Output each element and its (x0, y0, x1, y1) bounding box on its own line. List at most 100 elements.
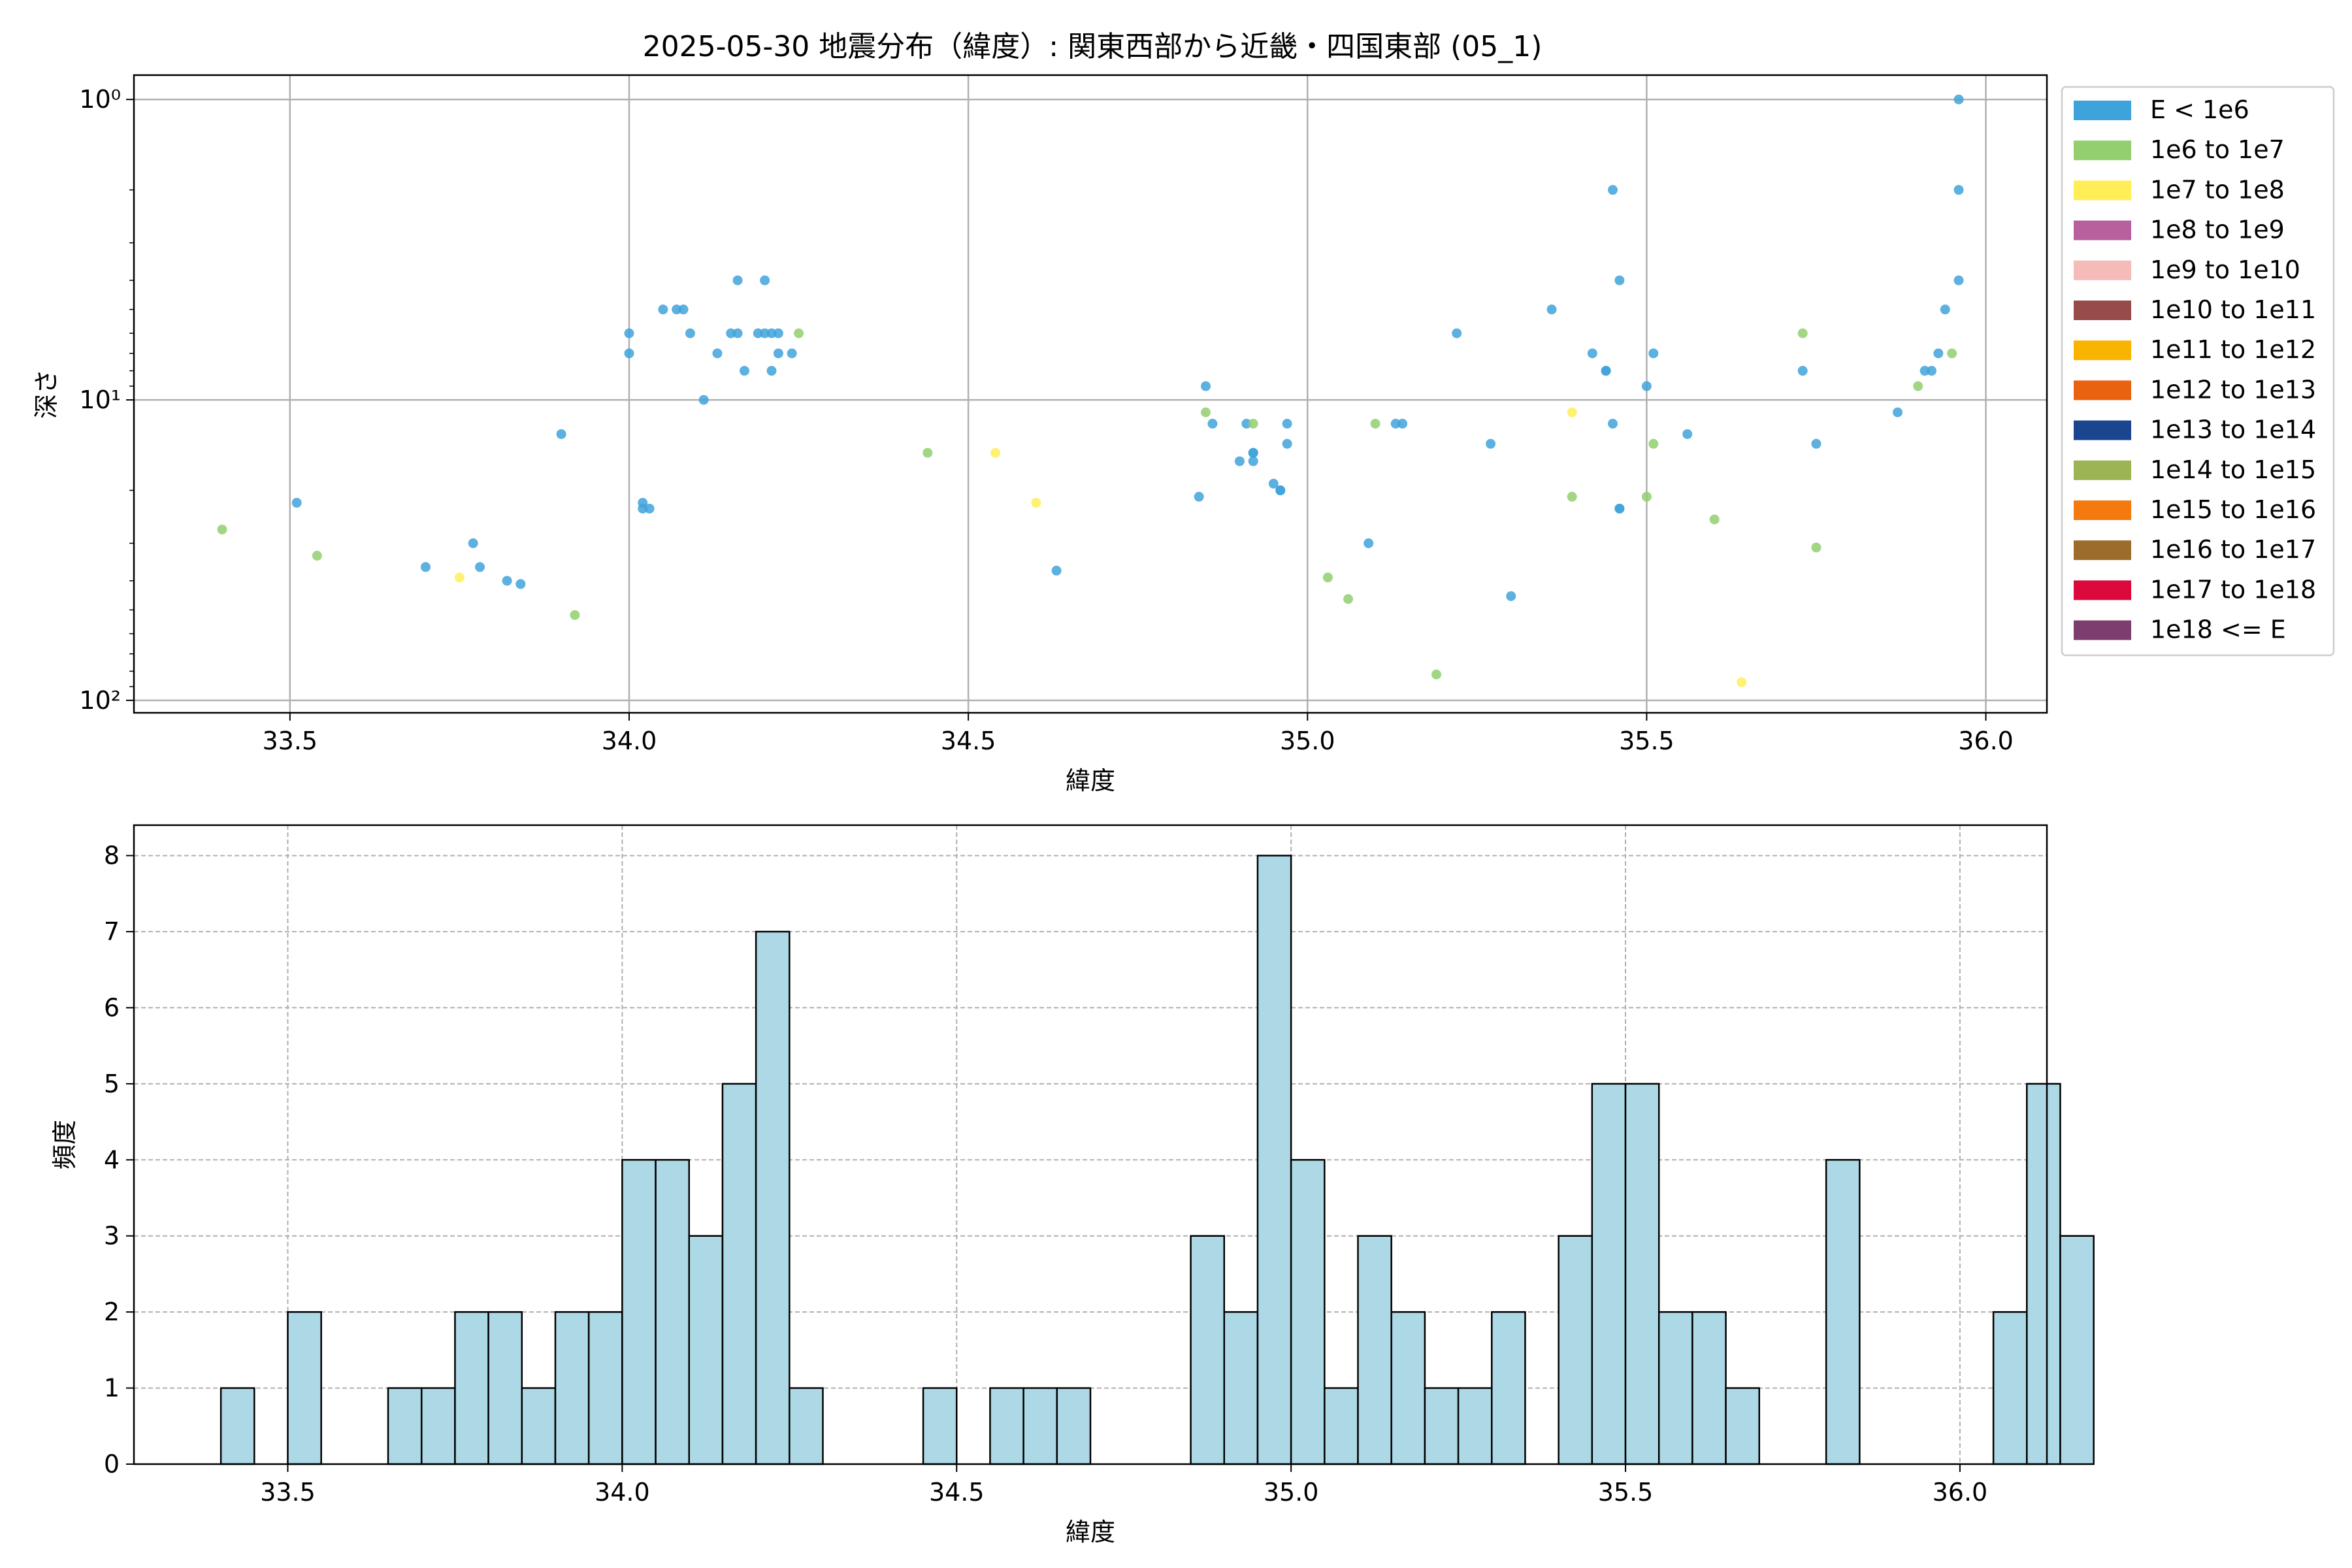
scatter-point (990, 448, 1001, 458)
scatter-point (1607, 185, 1618, 195)
histogram-bar (922, 1387, 958, 1465)
histogram-x-tick-label: 33.5 (260, 1478, 316, 1507)
scatter-point (1641, 491, 1652, 502)
histogram-bar (1457, 1387, 1493, 1465)
scatter-point (1893, 407, 1903, 417)
histogram-bar (420, 1387, 456, 1465)
legend-label: 1e18 <= E (2150, 615, 2286, 644)
scatter-point (454, 572, 465, 583)
scatter-point (1234, 456, 1245, 466)
scatter-y-label: 深さ (32, 369, 61, 419)
histogram-bar (1190, 1235, 1226, 1465)
scatter-x-ticks: 33.5 34.0 34.5 35.0 35.5 36.0 (263, 713, 2014, 755)
scatter-point (1709, 514, 1720, 525)
scatter-point (712, 348, 723, 359)
scatter-point (760, 328, 770, 338)
legend-swatch (2074, 460, 2131, 480)
histogram-y-label: 頻度 (50, 1120, 79, 1169)
histogram-x-tick-label: 36.0 (1933, 1478, 1988, 1507)
histogram-y-tick-label: 6 (104, 993, 120, 1022)
legend-swatch (2074, 340, 2131, 361)
histogram-x-tick-label: 35.0 (1264, 1478, 1319, 1507)
scatter-point (1390, 419, 1401, 429)
histogram-bar (1691, 1311, 1727, 1465)
scatter-point (502, 576, 512, 586)
scatter-point (1682, 429, 1693, 439)
histogram-chart: 33.5 34.0 34.5 35.0 35.5 36.0 0 1 2 3 4 5 6 7 8 緯度 頻度 (50, 824, 2095, 1546)
scatter-point (291, 498, 302, 508)
scatter-point (1811, 438, 1821, 449)
scatter-point (1940, 304, 1950, 315)
scatter-point (1201, 407, 1211, 417)
scatter-point (732, 328, 743, 338)
scatter-point (1953, 275, 1964, 286)
scatter-point (1953, 94, 1964, 105)
legend-label: 1e13 to 1e14 (2150, 416, 2316, 444)
scatter-point (475, 562, 485, 572)
histogram-bar (2026, 1083, 2061, 1465)
histogram-bar (1290, 1159, 1326, 1465)
legend-label: 1e17 to 1e18 (2150, 575, 2316, 604)
histogram-bars (220, 855, 2095, 1465)
scatter-point (678, 304, 689, 315)
scatter-point (1194, 491, 1204, 502)
scatter-point (1322, 572, 1333, 583)
legend-label: 1e14 to 1e15 (2150, 455, 2316, 484)
histogram-bar (1357, 1235, 1392, 1465)
scatter-point (468, 538, 478, 549)
scatter-point (766, 366, 777, 376)
histogram-x-ticks: 33.5 34.0 34.5 35.0 35.5 36.0 (260, 1464, 1987, 1507)
histogram-bar (1390, 1311, 1426, 1465)
scatter-point (1947, 348, 1957, 359)
scatter-point (624, 348, 634, 359)
scatter-point (1207, 419, 1218, 429)
legend-swatch (2074, 301, 2131, 320)
histogram-y-ticks: 0 1 2 3 4 5 6 7 8 (104, 841, 134, 1478)
scatter-x-tick-label: 36.0 (1958, 727, 2014, 755)
legend: E < 1e6 1e6 to 1e7 1e7 to 1e8 1e8 to 1e9 1e9… (2061, 86, 2335, 657)
histogram-bar (1223, 1311, 1259, 1465)
histogram-bar (1825, 1159, 1861, 1465)
legend-label: 1e16 to 1e17 (2150, 535, 2316, 564)
scatter-point (556, 429, 566, 439)
histogram-bar (1558, 1235, 1593, 1465)
scatter-point (672, 304, 682, 315)
legend-swatch (2074, 540, 2131, 561)
histogram-bar (1324, 1387, 1359, 1465)
scatter-point (1919, 366, 1930, 376)
scatter-y-tick-label: 10¹ (79, 385, 121, 414)
histogram-bar (2059, 1235, 2095, 1465)
scatter-point (685, 328, 695, 338)
scatter-point (698, 395, 709, 405)
scatter-point (570, 610, 580, 620)
scatter-point (217, 524, 227, 534)
histogram-y-tick-label: 4 (104, 1145, 120, 1174)
histogram-x-label: 緯度 (1066, 1518, 1115, 1546)
scatter-point (1397, 419, 1408, 429)
histogram-bar (554, 1311, 590, 1465)
scatter-point (1452, 328, 1462, 338)
scatter-point (794, 328, 804, 338)
scatter-y-tick-label: 10² (79, 686, 121, 715)
scatter-point (1248, 456, 1258, 466)
histogram-y-tick-label: 5 (104, 1070, 120, 1098)
scatter-point (1343, 594, 1354, 604)
histogram-y-tick-label: 7 (104, 917, 120, 946)
scatter-point (773, 348, 783, 359)
scatter-point (1953, 185, 1964, 195)
scatter-frame (133, 74, 2048, 714)
scatter-point (658, 304, 668, 315)
scatter-point (773, 328, 783, 338)
legend-label: 1e7 to 1e8 (2150, 175, 2285, 204)
scatter-point (1546, 304, 1557, 315)
scatter-point (1431, 669, 1442, 679)
histogram-bar (789, 1387, 824, 1465)
scatter-point (1737, 677, 1747, 687)
histogram-x-tick-label: 34.5 (929, 1478, 985, 1507)
scatter-point (1648, 348, 1659, 359)
scatter-point (732, 275, 743, 286)
scatter-point (923, 448, 933, 458)
scatter-point (1248, 419, 1258, 429)
scatter-point (1275, 485, 1286, 496)
